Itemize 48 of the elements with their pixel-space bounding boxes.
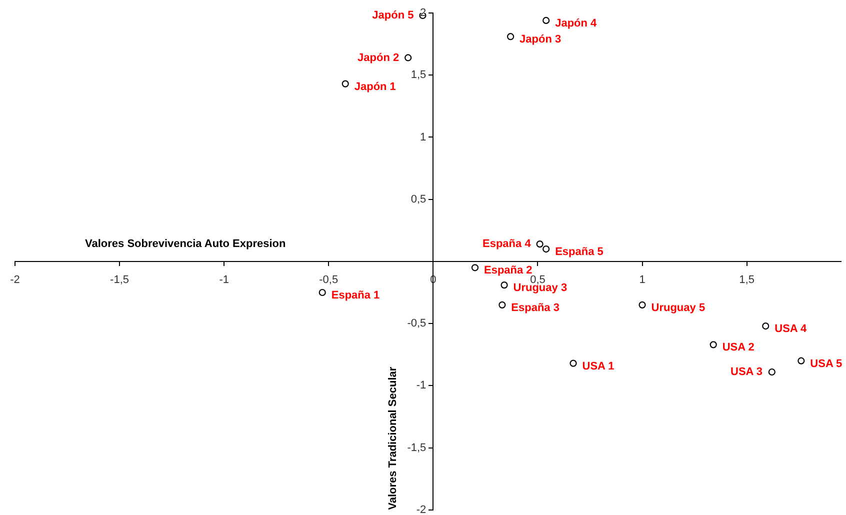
point: [638, 301, 646, 308]
y-axis-title: Valores Tradicional Secular: [387, 366, 400, 510]
y-tick-label: 2: [420, 7, 426, 20]
annotation: Japón 3: [520, 34, 562, 46]
y-tick-label: 0,5: [410, 193, 426, 206]
x-tick-label: 1,5: [739, 274, 754, 286]
point: [768, 368, 776, 376]
y-tick-label: -2: [416, 504, 426, 515]
x-tick-label: -1,5: [110, 274, 130, 286]
y-tick-label: 1,5: [410, 69, 426, 82]
x-tick-label: -2: [10, 274, 20, 286]
y-tick-label: -1: [416, 380, 426, 392]
annotation: España 5: [555, 246, 604, 258]
annotation: Japón 1: [354, 80, 396, 93]
annotation: Japón 2: [358, 52, 400, 64]
point: [506, 33, 514, 40]
annotation: Japón 5: [372, 10, 414, 22]
annotation: USA 2: [722, 342, 754, 354]
annotation: USA 5: [810, 358, 842, 370]
annotation: USA 4: [774, 323, 808, 336]
point: [318, 288, 326, 296]
point: [710, 341, 717, 348]
annotation: USA 3: [730, 366, 762, 378]
annotation: España 4: [482, 238, 532, 250]
annotation: Japón 4: [555, 17, 598, 30]
x-tick-label: 1: [639, 274, 646, 286]
point: [542, 16, 550, 24]
point: [542, 245, 550, 253]
x-axis-title: Valores Sobrevivencia Auto Expresion: [85, 238, 286, 250]
annotation: USA 1: [582, 360, 614, 372]
annotation: España 1: [331, 290, 380, 302]
point: [342, 80, 349, 88]
y-tick-label: -1,5: [407, 442, 426, 454]
point: [536, 240, 544, 248]
y-tick-label: -0,5: [407, 318, 426, 330]
point: [498, 301, 506, 308]
x-tick-label: -1: [219, 274, 229, 286]
point: [762, 322, 770, 330]
point: [500, 282, 508, 289]
point: [798, 357, 805, 364]
point: [471, 264, 479, 272]
y-tick-label: 1: [420, 131, 426, 144]
point: [570, 360, 577, 367]
annotation: España 2: [484, 264, 532, 277]
x-tick-label: -0,5: [319, 274, 338, 286]
point: [404, 54, 412, 62]
annotation: España 3: [511, 302, 560, 314]
annotation: Uruguay 5: [651, 302, 706, 314]
